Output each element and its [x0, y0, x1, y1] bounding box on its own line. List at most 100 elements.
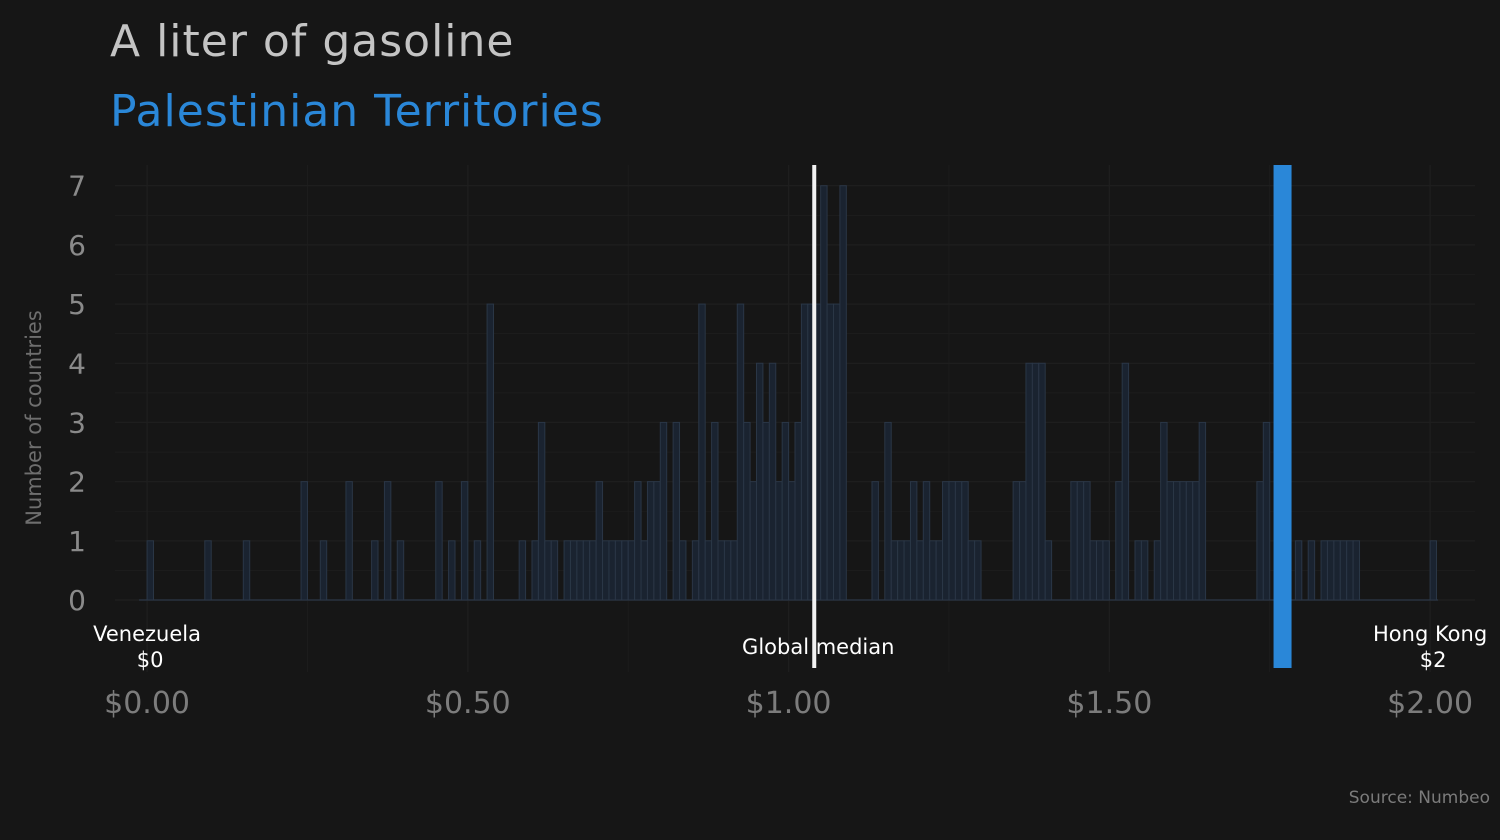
- histogram-bar: [871, 481, 879, 601]
- histogram-bar: [1102, 540, 1110, 601]
- histogram-bar: [794, 421, 802, 601]
- y-tick-label: 3: [68, 406, 86, 439]
- histogram-bar: [691, 540, 700, 601]
- histogram-bar: [788, 481, 796, 601]
- histogram-bar: [756, 362, 764, 601]
- histogram-bar: [614, 540, 623, 601]
- x-tick-label: $0.50: [425, 686, 511, 721]
- histogram-bar: [448, 540, 456, 601]
- histogram-bar: [711, 421, 719, 601]
- histogram-bar: [832, 303, 841, 601]
- histogram-bar: [1121, 362, 1130, 601]
- histogram-bar: [679, 540, 687, 601]
- histogram-bar: [146, 540, 154, 601]
- x-tick-label: $1.00: [746, 686, 832, 721]
- histogram-bar: [1333, 540, 1341, 601]
- histogram-bar: [704, 540, 713, 601]
- histogram-bar: [698, 303, 706, 601]
- histogram-bar: [1172, 481, 1181, 601]
- chart-title: A liter of gasoline: [110, 16, 515, 67]
- histogram-bar: [531, 540, 539, 601]
- histogram-bar: [974, 540, 982, 601]
- histogram-bar: [653, 481, 661, 601]
- histogram-bar: [1294, 540, 1303, 601]
- histogram-bar: [672, 421, 681, 601]
- histogram-bar: [1179, 481, 1187, 601]
- min-price-label: $0: [137, 648, 164, 672]
- global-median-label: Global median: [742, 635, 894, 659]
- y-tick-label: 4: [68, 347, 86, 380]
- histogram-bar: [634, 481, 642, 601]
- histogram-bar: [1038, 362, 1046, 601]
- histogram-bar: [345, 481, 353, 601]
- chart-subtitle: Palestinian Territories: [110, 86, 604, 137]
- histogram-bar: [1096, 540, 1104, 601]
- histogram-bar: [576, 540, 584, 601]
- histogram-bar: [1140, 540, 1149, 601]
- y-tick-label: 0: [68, 584, 86, 617]
- histogram-bar: [319, 540, 328, 601]
- histogram-bar: [768, 362, 777, 601]
- histogram-bar: [435, 481, 443, 601]
- histogram-bar: [582, 540, 591, 601]
- histogram-bar: [922, 481, 931, 601]
- histogram-bar: [544, 540, 552, 601]
- histogram-bar: [743, 421, 751, 601]
- histogram-bar: [383, 481, 392, 601]
- histogram-bar: [1185, 481, 1194, 601]
- histogram-bar: [1192, 481, 1200, 601]
- histogram-bar: [1339, 540, 1348, 601]
- histogram-bar: [820, 185, 828, 601]
- histogram-bar: [942, 481, 950, 601]
- histogram-bar: [589, 540, 597, 601]
- histogram-bars: [146, 185, 1438, 601]
- y-axis-ticks: 0 1 2 3 4 5 6 7: [68, 170, 86, 617]
- histogram-bar: [1429, 540, 1438, 601]
- histogram-bar: [781, 421, 790, 601]
- histogram-bar: [537, 421, 546, 601]
- histogram-bar: [1115, 481, 1123, 601]
- histogram-bar: [762, 421, 770, 601]
- histogram-bar: [730, 540, 738, 601]
- histogram-bar: [967, 540, 976, 601]
- y-tick-label: 2: [68, 466, 86, 499]
- histogram-bar: [621, 540, 629, 601]
- histogram-bar: [1134, 540, 1142, 601]
- histogram-bar: [608, 540, 616, 601]
- histogram-bar: [1019, 481, 1027, 601]
- histogram-bar: [935, 540, 944, 601]
- histogram-bar: [954, 481, 963, 601]
- histogram-bar: [890, 540, 899, 601]
- histogram-bar: [903, 540, 911, 601]
- histogram-bar: [749, 481, 758, 601]
- histogram-bar: [929, 540, 937, 601]
- histogram-bar: [897, 540, 905, 601]
- histogram-bar: [1153, 540, 1162, 601]
- histogram-bar: [839, 185, 847, 601]
- histogram-bar: [1070, 481, 1078, 601]
- histogram-bar: [627, 540, 636, 601]
- histogram-bar: [948, 481, 956, 601]
- histogram-bar: [1320, 540, 1328, 601]
- highlight-country-bar: [1273, 165, 1292, 668]
- histogram-bar: [1089, 540, 1098, 601]
- histogram-bar: [1346, 540, 1354, 601]
- histogram-bar: [396, 540, 405, 601]
- histogram-bar: [1307, 540, 1316, 601]
- histogram-bar: [646, 481, 655, 601]
- histogram-bar: [1025, 362, 1033, 601]
- histogram-bar: [486, 303, 494, 601]
- y-tick-label: 6: [68, 229, 86, 262]
- histogram-bar: [723, 540, 732, 601]
- histogram-bar: [595, 481, 604, 601]
- histogram-bar: [961, 481, 969, 601]
- histogram-bar: [1076, 481, 1085, 601]
- histogram-bar: [1352, 540, 1361, 601]
- histogram-bar: [602, 540, 610, 601]
- histogram-bar: [460, 481, 469, 601]
- source-credit: Source: Numbeo: [1348, 788, 1490, 808]
- histogram-bar: [717, 540, 725, 601]
- histogram-bar: [1326, 540, 1335, 601]
- histogram-bar: [659, 421, 668, 601]
- y-axis-label: Number of countries: [22, 310, 46, 526]
